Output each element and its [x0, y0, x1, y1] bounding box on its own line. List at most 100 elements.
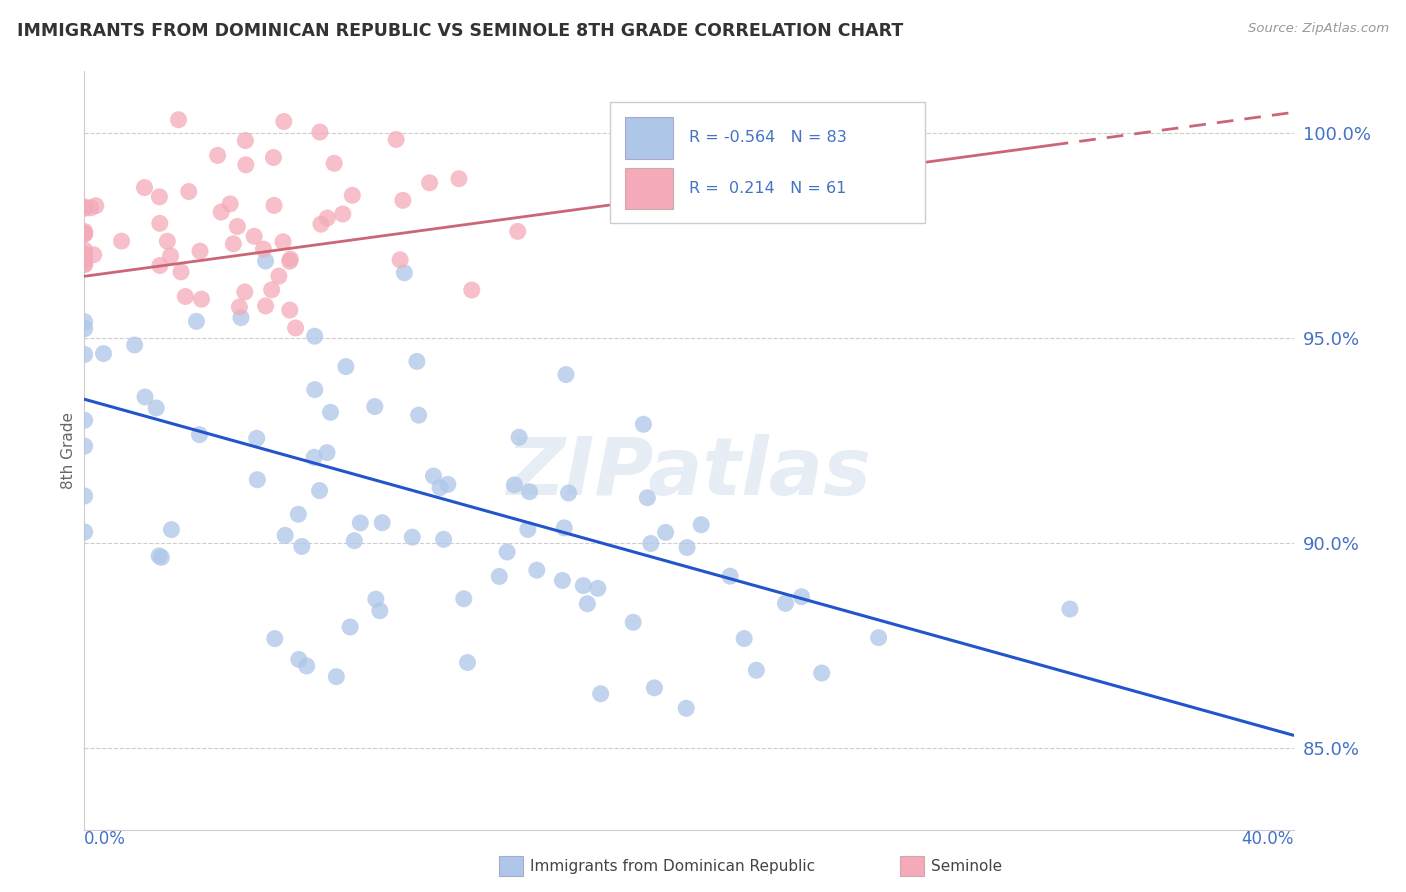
- Point: [150, 550, 173, 565]
- Point: [309, 217, 332, 231]
- Point: [73, 257, 96, 271]
- Point: [392, 194, 415, 208]
- Point: [640, 536, 662, 550]
- FancyBboxPatch shape: [624, 168, 673, 210]
- Point: [209, 205, 232, 219]
- Point: [868, 631, 890, 645]
- Point: [636, 491, 658, 505]
- Point: [419, 176, 441, 190]
- Point: [73, 257, 96, 271]
- Text: IMMIGRANTS FROM DOMINICAN REPUBLIC VS SEMINOLE 8TH GRADE CORRELATION CHART: IMMIGRANTS FROM DOMINICAN REPUBLIC VS SE…: [17, 22, 903, 40]
- Point: [73, 321, 96, 335]
- Point: [229, 310, 252, 325]
- Point: [226, 219, 249, 234]
- Point: [555, 368, 578, 382]
- Point: [503, 478, 526, 492]
- Point: [219, 197, 242, 211]
- Point: [207, 148, 229, 162]
- Point: [73, 489, 96, 503]
- Point: [342, 188, 364, 202]
- Point: [496, 545, 519, 559]
- Point: [174, 289, 197, 303]
- Point: [271, 235, 294, 249]
- Point: [676, 541, 699, 555]
- Point: [188, 427, 211, 442]
- Point: [553, 521, 575, 535]
- Point: [304, 383, 326, 397]
- Point: [73, 347, 96, 361]
- Point: [148, 190, 170, 204]
- Point: [73, 439, 96, 453]
- Point: [572, 578, 595, 592]
- Point: [84, 199, 107, 213]
- Point: [167, 112, 190, 127]
- Point: [643, 681, 665, 695]
- Point: [83, 248, 105, 262]
- Point: [73, 413, 96, 427]
- FancyBboxPatch shape: [624, 117, 673, 159]
- Point: [385, 132, 408, 146]
- Point: [246, 431, 269, 445]
- Point: [508, 430, 530, 444]
- Point: [316, 211, 339, 225]
- Point: [319, 405, 342, 419]
- Point: [73, 243, 96, 257]
- Point: [394, 266, 416, 280]
- Point: [775, 596, 797, 610]
- Point: [278, 254, 301, 268]
- Point: [288, 652, 311, 666]
- Point: [156, 234, 179, 248]
- Point: [576, 597, 599, 611]
- Point: [323, 156, 346, 170]
- Point: [149, 259, 172, 273]
- FancyBboxPatch shape: [610, 102, 925, 223]
- Point: [159, 249, 181, 263]
- Point: [675, 701, 697, 715]
- Point: [148, 549, 170, 563]
- Point: [790, 590, 813, 604]
- Point: [368, 604, 391, 618]
- Point: [295, 659, 318, 673]
- Point: [73, 225, 96, 239]
- Point: [273, 114, 295, 128]
- Point: [364, 592, 387, 607]
- Point: [690, 517, 713, 532]
- Point: [519, 484, 541, 499]
- Text: 40.0%: 40.0%: [1241, 830, 1294, 847]
- Point: [93, 346, 115, 360]
- Point: [302, 450, 325, 465]
- Point: [316, 445, 339, 459]
- Point: [339, 620, 361, 634]
- Y-axis label: 8th Grade: 8th Grade: [60, 412, 76, 489]
- Text: Seminole: Seminole: [931, 859, 1002, 873]
- Point: [371, 516, 394, 530]
- Point: [170, 265, 193, 279]
- Point: [134, 390, 156, 404]
- Point: [267, 269, 290, 284]
- Point: [134, 180, 156, 194]
- Point: [516, 523, 538, 537]
- Point: [260, 283, 283, 297]
- Point: [252, 242, 274, 256]
- Point: [309, 125, 332, 139]
- Point: [233, 285, 256, 299]
- Point: [457, 656, 479, 670]
- Point: [188, 244, 211, 259]
- Point: [408, 408, 430, 422]
- Point: [343, 533, 366, 548]
- Point: [633, 417, 655, 432]
- Point: [429, 481, 451, 495]
- Point: [432, 533, 454, 547]
- Point: [654, 525, 676, 540]
- Point: [73, 524, 96, 539]
- Point: [263, 151, 285, 165]
- Point: [263, 632, 285, 646]
- Point: [810, 666, 832, 681]
- Point: [186, 314, 208, 328]
- Point: [461, 283, 484, 297]
- Point: [145, 401, 167, 415]
- Point: [526, 563, 548, 577]
- Point: [745, 663, 768, 677]
- Point: [254, 299, 277, 313]
- Point: [349, 516, 371, 530]
